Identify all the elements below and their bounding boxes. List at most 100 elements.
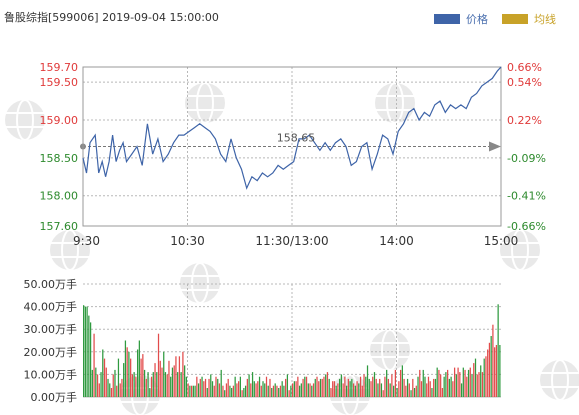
volume-bar [384,376,386,397]
volume-bar [163,351,165,397]
price-series-line [82,66,502,190]
volume-bar [349,381,351,397]
volume-bar [480,365,482,397]
volume-bar [290,385,292,397]
volume-bar [157,333,160,397]
volume-bar [156,372,158,397]
volume-bar [399,369,402,397]
volume-bar [248,374,250,397]
volume-bar [330,388,332,397]
globe-icon-body [180,263,220,303]
price-axis-labels: 159.70 0.66% 159.50 0.54% 159.00 0.22% 158.50 -… [40,61,546,248]
volume-bar [185,376,188,397]
volume-bar [447,369,449,397]
volume-bar [279,385,282,397]
price-frame-border [82,66,502,227]
volume-bar [448,378,450,397]
volume-bar [375,378,377,397]
volume-bar [488,342,491,397]
volume-bar [452,381,454,397]
volume-bar [318,381,320,397]
volume-bar [396,388,398,397]
volume-bar [265,376,268,397]
volume-bar [135,376,137,397]
volume-bar [408,383,410,397]
volume-bar [89,322,92,397]
volume-bar [189,385,191,397]
change-tick-label: -0.41% [507,190,546,203]
volume-bar [276,385,278,397]
globe-icon [5,99,45,141]
volume-bar [332,381,334,397]
volume-bar [161,367,163,397]
volume-bar [379,378,381,397]
volume-bar [405,385,407,397]
volume-bar [302,378,304,397]
legend-average[interactable]: 均线 [502,11,556,27]
volume-bar [197,383,200,397]
volume-bar [361,385,363,397]
volume-bar [316,376,318,397]
volume-bar [373,372,376,397]
volume-bar [110,388,113,397]
volume-bar [170,376,172,397]
volume-bar [208,378,210,397]
volume-bar [382,390,384,397]
volume-bar [142,354,144,397]
volume-bar [130,358,132,397]
price-tick-label: 157.60 [40,220,79,233]
volume-bar [159,360,161,397]
volume-bar [215,376,217,397]
volume-bar [238,381,240,397]
volume-bar [93,333,95,397]
volume-bar [368,378,370,397]
time-tick-label: 14:00 [379,234,414,248]
volume-bar [84,306,86,397]
legend-average-label: 均线 [534,13,556,26]
volume-bar [481,372,484,397]
volume-bar [469,367,471,397]
change-tick-label: 0.54% [507,76,542,89]
volume-bar [274,383,276,397]
globe-icon [500,229,540,271]
volume-bar [190,385,193,397]
legend-price[interactable]: 价格 [434,11,488,27]
volume-bar [278,388,280,397]
volume-bar [351,378,353,397]
volume-bar [180,372,182,397]
volume-bar [283,385,285,397]
volume-bar [293,381,295,397]
volume-bar [232,385,235,397]
volume-bar [424,376,426,397]
volume-bar [319,378,322,397]
volume-bar [457,367,459,397]
volume-bar [236,383,238,397]
globe-icon [50,229,90,271]
volume-bar [196,376,198,397]
volume-bar [494,347,496,397]
globe-icon-body [500,230,540,270]
volume-bar [307,383,309,397]
volume-bar [119,383,121,397]
volume-bar [354,385,356,397]
volume-bar [438,369,440,397]
volume-bar [281,381,283,397]
volume-bar [192,385,194,397]
volume-bar [460,383,463,397]
volume-bar [335,385,337,397]
volume-bar [246,378,248,397]
volume-bar [436,367,438,397]
volume-bar [102,349,104,397]
volume-bar [314,378,316,397]
globe-icon [180,262,220,304]
volume-bar [98,383,100,397]
volume-bar [224,390,226,397]
volume-bar [241,390,243,397]
price-tick-label: 159.00 [40,114,79,127]
volume-bar [86,306,88,397]
volume-bar [466,376,468,397]
volume-bar [445,372,447,397]
volume-bar [427,376,430,397]
globe-icon-body [540,360,579,400]
